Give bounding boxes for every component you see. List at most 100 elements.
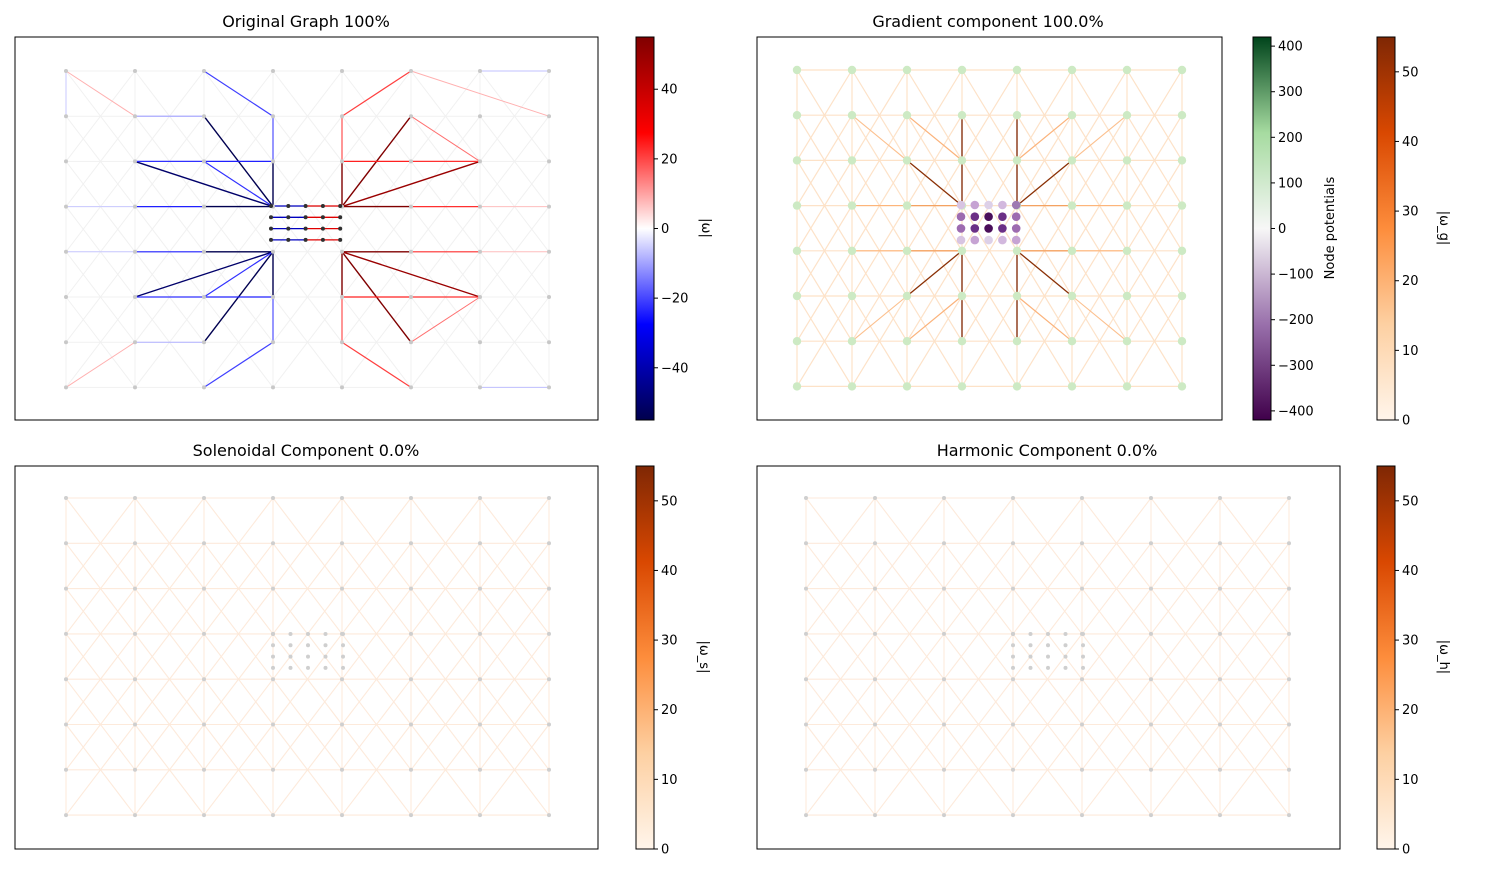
edge [805, 678, 876, 771]
node [804, 631, 808, 636]
edge [1150, 588, 1221, 680]
node [942, 722, 946, 727]
edge [796, 295, 853, 387]
node [133, 249, 137, 254]
node [202, 496, 206, 500]
node [409, 496, 413, 500]
node [1063, 632, 1068, 636]
node [306, 643, 310, 648]
node [1218, 541, 1222, 546]
node [1011, 496, 1015, 500]
panel-original-graph: Original Graph 100% 40 20 0 −20 −40 |ω| [14, 12, 713, 421]
node [547, 249, 551, 254]
node [1218, 813, 1222, 818]
edge [851, 69, 908, 161]
node [847, 201, 857, 210]
node [133, 69, 137, 73]
node [1177, 201, 1187, 210]
node [970, 224, 980, 233]
edge [134, 542, 205, 635]
edge [65, 678, 136, 771]
edge [1012, 678, 1083, 771]
node [847, 382, 857, 391]
node [478, 813, 482, 818]
edge [203, 70, 274, 162]
node [1011, 224, 1021, 233]
edge [851, 114, 908, 161]
panel-solenoidal-component: Solenoidal Component 0.0% 50 40 30 20 10 0 |ω… [14, 441, 711, 858]
node [1122, 337, 1132, 346]
edge [1012, 542, 1083, 635]
colorbar-original [635, 36, 655, 421]
node [902, 111, 912, 120]
node [306, 665, 310, 670]
node [1149, 541, 1153, 546]
edge [65, 497, 136, 589]
node [409, 69, 413, 73]
node [64, 340, 68, 345]
node [271, 69, 275, 73]
node [306, 632, 310, 636]
node [902, 337, 912, 346]
edge [1126, 69, 1183, 161]
node [269, 237, 273, 242]
colorbar-ticks: 50 40 30 20 10 0 [1395, 65, 1419, 429]
edge [1219, 724, 1290, 816]
colorbar-tick-label: 30 [661, 634, 678, 649]
edge [479, 633, 550, 725]
node [340, 69, 344, 73]
node [409, 204, 413, 209]
node [984, 224, 993, 233]
edge [1071, 114, 1128, 206]
edge [410, 296, 481, 388]
edge [1081, 678, 1152, 771]
colorbar-node-potentials [1252, 36, 1272, 421]
node [902, 201, 912, 210]
node [64, 295, 68, 299]
colorbar-tick-label: 400 [1278, 40, 1303, 55]
edge [203, 724, 274, 816]
edge [203, 588, 274, 680]
edge [1126, 295, 1183, 387]
node [1177, 382, 1187, 391]
node [478, 496, 482, 500]
node [1177, 65, 1187, 75]
edge [272, 206, 343, 298]
node [202, 586, 206, 591]
node [133, 631, 137, 636]
node [338, 204, 343, 208]
node [1287, 496, 1291, 500]
node [320, 237, 325, 242]
node [341, 665, 345, 670]
node [64, 69, 68, 73]
edge [272, 251, 343, 343]
edge [65, 296, 136, 388]
edge [1081, 724, 1152, 816]
node [409, 340, 413, 345]
colorbar-tick-label: −200 [1278, 313, 1314, 328]
edge [874, 497, 945, 589]
edge [479, 251, 550, 343]
node [271, 340, 275, 345]
edge [65, 633, 136, 725]
node [1177, 156, 1187, 165]
edge [203, 678, 274, 771]
node [804, 541, 808, 546]
edge [805, 633, 876, 725]
edge [851, 295, 908, 342]
colorbar-tick-label: 0 [661, 222, 669, 237]
node [873, 767, 877, 772]
colorbar-label-original: |ω| [698, 218, 713, 238]
colorbar-tick-label: −100 [1278, 268, 1314, 283]
node [340, 496, 344, 500]
node [956, 212, 966, 221]
edge [1081, 633, 1152, 725]
node [873, 541, 877, 546]
edge [341, 296, 412, 388]
node [902, 246, 912, 255]
node [942, 677, 946, 682]
edge [906, 159, 963, 207]
network-original [64, 69, 551, 390]
node [1080, 813, 1084, 818]
edge [479, 588, 550, 680]
